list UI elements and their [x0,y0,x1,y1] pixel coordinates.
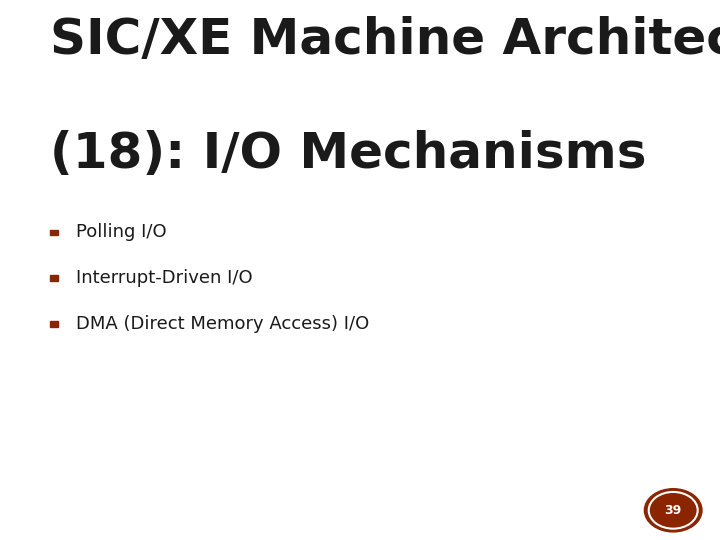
Text: SIC/XE Machine Architecture: SIC/XE Machine Architecture [50,16,720,64]
Circle shape [644,489,702,532]
Text: Interrupt-Driven I/O: Interrupt-Driven I/O [76,269,252,287]
Text: (18): I/O Mechanisms: (18): I/O Mechanisms [50,130,647,178]
FancyBboxPatch shape [50,321,58,327]
FancyBboxPatch shape [50,230,58,235]
Text: 39: 39 [665,504,682,517]
FancyBboxPatch shape [50,275,58,281]
Text: Polling I/O: Polling I/O [76,223,166,241]
Text: DMA (Direct Memory Access) I/O: DMA (Direct Memory Access) I/O [76,315,369,333]
